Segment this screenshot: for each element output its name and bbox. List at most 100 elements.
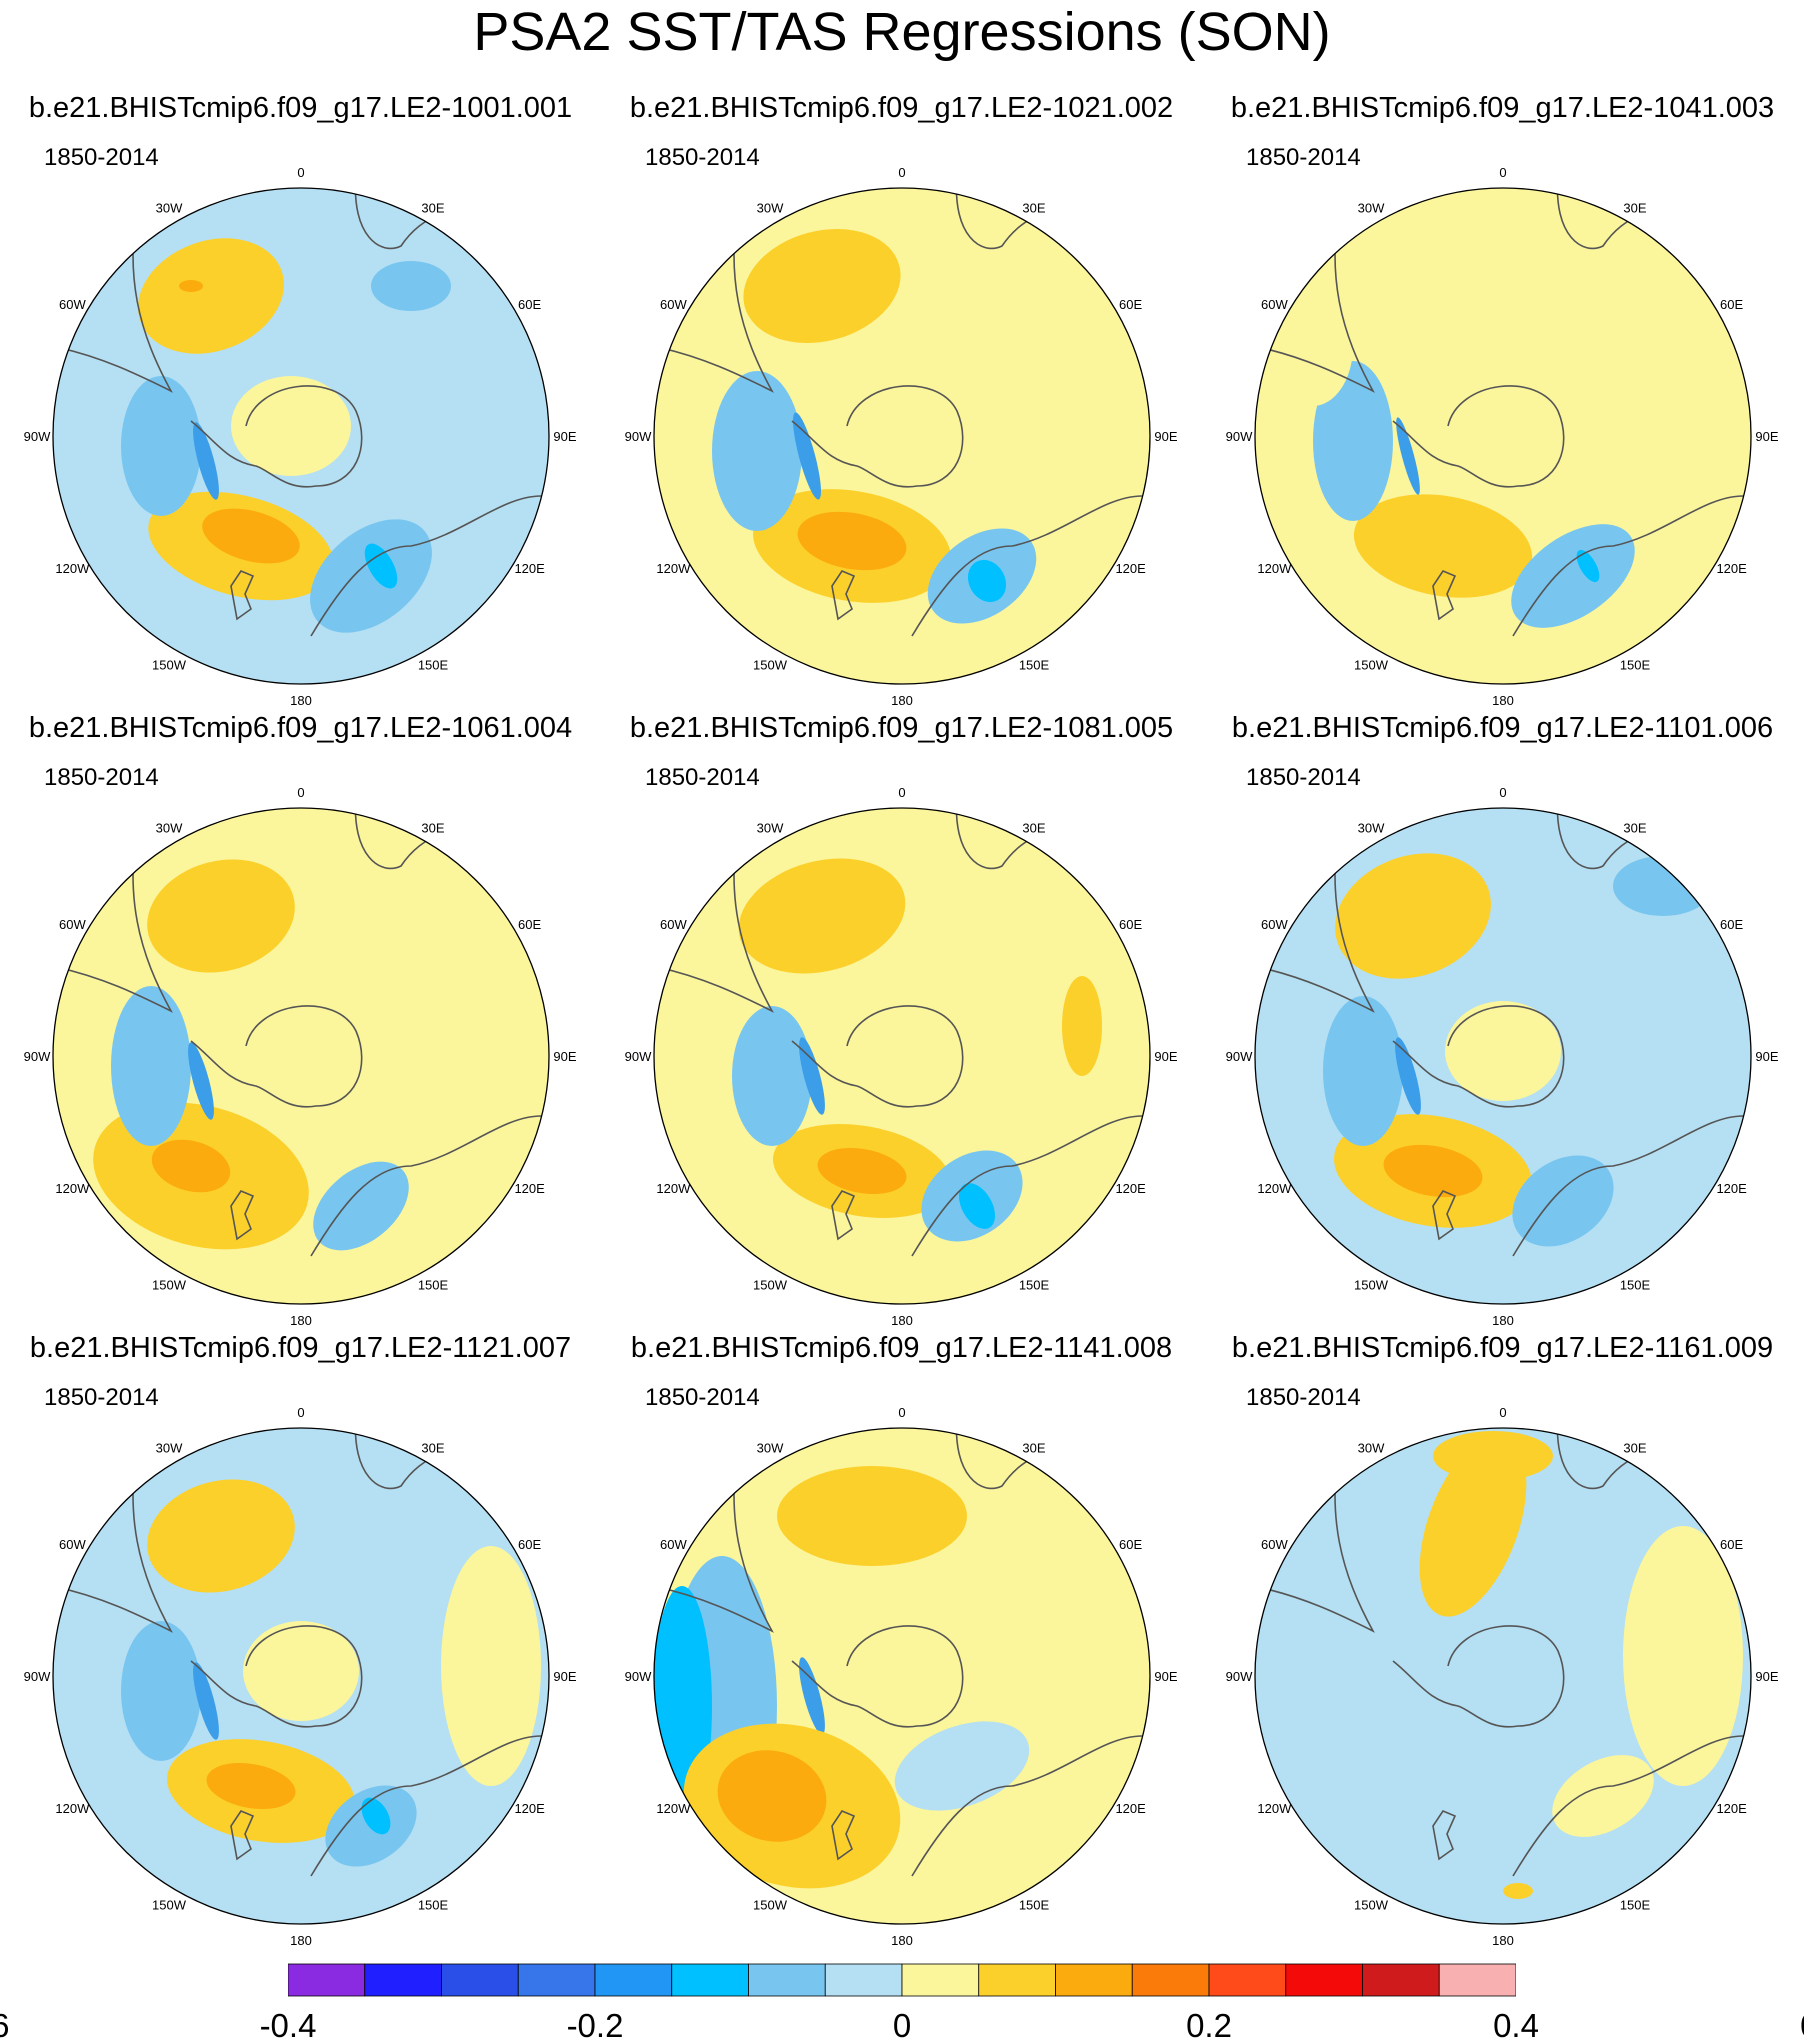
- longitude-label: 0: [1499, 1405, 1506, 1420]
- longitude-label: 150W: [152, 658, 187, 673]
- longitude-label: 90W: [24, 429, 51, 444]
- polar-map: 0 30E 60E 90E 120E 150E 180 150W 120W 90W 60W 30W: [625, 165, 1178, 708]
- panel-title: b.e21.BHISTcmip6.f09_g17.LE2-1121.007: [29, 1332, 572, 1364]
- antarctica-coastline: [791, 1005, 964, 1108]
- period-label: 1850-2014: [1246, 144, 1361, 171]
- south-america-coastline: [654, 188, 774, 393]
- anomaly-contour: [797, 511, 907, 571]
- anomaly-contour: [1512, 1155, 1614, 1247]
- longitude-label: 150W: [753, 658, 788, 673]
- anomaly-contour: [1335, 853, 1491, 979]
- longitude-label: 60E: [1720, 917, 1743, 932]
- longitude-label: 120E: [1115, 1801, 1146, 1816]
- figure-title: PSA2 SST/TAS Regressions (SON): [473, 2, 1331, 62]
- australia-coastline: [310, 495, 542, 637]
- anomaly-contour: [1323, 996, 1403, 1146]
- anomaly-contour: [1313, 361, 1393, 521]
- longitude-label: 30E: [421, 820, 444, 835]
- longitude-label: 30W: [156, 1440, 183, 1455]
- colorbar-swatch: [517, 1963, 596, 1997]
- longitude-label: 60E: [1119, 917, 1142, 932]
- anomaly-contour: [844, 1001, 960, 1101]
- colorbar-swatch: [824, 1963, 903, 1997]
- longitude-label: 90W: [1226, 1049, 1253, 1064]
- australia-coastline: [911, 1115, 1143, 1257]
- anomaly-contour: [371, 261, 451, 311]
- longitude-label: 30W: [156, 820, 183, 835]
- longitude-label: 60W: [59, 1537, 86, 1552]
- longitude-label: 60E: [1720, 297, 1743, 312]
- longitude-label: 60E: [1720, 1537, 1743, 1552]
- longitude-label: 60E: [1119, 297, 1142, 312]
- anomaly-contour: [738, 858, 906, 974]
- map-panel: b.e21.BHISTcmip6.f09_g17.LE2-1101.006 0 30…: [1202, 708, 1803, 1328]
- longitude-label: 0: [297, 785, 304, 800]
- anomaly-contour: [1062, 976, 1102, 1076]
- longitude-label: 0: [898, 165, 905, 180]
- longitude-label: 90E: [1154, 1669, 1177, 1684]
- map-panel: b.e21.BHISTcmip6.f09_g17.LE2-1061.004 0 30…: [0, 708, 601, 1328]
- longitude-label: 30W: [1358, 820, 1385, 835]
- longitude-label: 180: [1492, 1933, 1514, 1948]
- longitude-label: 180: [891, 1313, 913, 1328]
- new-zealand-coastline: [1432, 1810, 1457, 1861]
- new-zealand-coastline: [1432, 570, 1457, 621]
- longitude-label: 120W: [1257, 561, 1292, 576]
- colorbar-swatch: [1208, 1963, 1287, 1997]
- longitude-label: 180: [290, 1313, 312, 1328]
- longitude-label: 60W: [59, 917, 86, 932]
- polar-map: 0 30E 60E 90E 120E 150E 180 150W 120W 90W 60W 30W: [625, 785, 1178, 1328]
- longitude-label: 120W: [656, 1801, 691, 1816]
- anomaly-contour: [793, 412, 821, 500]
- longitude-label: 90W: [1226, 1669, 1253, 1684]
- longitude-label: 90E: [553, 1049, 576, 1064]
- longitude-label: 60W: [1261, 297, 1288, 312]
- longitude-label: 150E: [1620, 1898, 1651, 1913]
- antarctica-coastline: [1392, 1005, 1565, 1108]
- antarctica-coastline: [791, 1625, 964, 1728]
- longitude-label: 30W: [757, 820, 784, 835]
- colorbar-tick-label: -0.6: [0, 2007, 10, 2044]
- map-border: [653, 1427, 1151, 1925]
- period-label: 1850-2014: [645, 764, 760, 791]
- map-border: [1254, 807, 1752, 1305]
- anomaly-contour: [1383, 1144, 1483, 1198]
- map-panel: b.e21.BHISTcmip6.f09_g17.LE2-1041.003 0 30…: [1202, 88, 1803, 708]
- anomaly-contour: [1511, 524, 1635, 628]
- anomaly-contour: [188, 1042, 214, 1120]
- longitude-label: 120W: [55, 561, 90, 576]
- panel-title: b.e21.BHISTcmip6.f09_g17.LE2-1041.003: [1230, 92, 1775, 124]
- anomaly-contour: [844, 381, 960, 481]
- longitude-label: 150E: [418, 658, 449, 673]
- longitude-label: 30W: [1358, 200, 1385, 215]
- longitude-label: 90W: [1226, 429, 1253, 444]
- australia-coastline: [911, 495, 1143, 637]
- longitude-label: 60W: [660, 297, 687, 312]
- anomaly-contour: [1613, 376, 1693, 436]
- longitude-label: 60W: [59, 297, 86, 312]
- longitude-label: 150E: [1620, 658, 1651, 673]
- longitude-label: 120W: [55, 1801, 90, 1816]
- anomaly-contour: [1623, 1526, 1743, 1786]
- new-zealand-coastline: [230, 1190, 255, 1241]
- period-label: 1850-2014: [1246, 764, 1361, 791]
- polar-map: 0 30E 60E 90E 120E 150E 180 150W 120W 90W 60W 30W: [1226, 785, 1779, 1328]
- longitude-label: 0: [1499, 785, 1506, 800]
- anomaly-contour: [138, 238, 284, 354]
- anomaly-contour: [1433, 1431, 1553, 1481]
- period-label: 1850-2014: [44, 1384, 159, 1411]
- longitude-label: 120E: [1716, 1181, 1747, 1196]
- anomaly-contour: [1319, 1734, 1567, 1878]
- longitude-label: 30E: [1623, 820, 1646, 835]
- longitude-label: 30E: [1022, 1440, 1045, 1455]
- anomaly-contour: [1613, 856, 1713, 916]
- polar-map: 0 30E 60E 90E 120E 150E 180 150W 120W 90W 60W 30W: [625, 1405, 1178, 1948]
- antarctica-coastline: [791, 385, 964, 488]
- anomaly-contour: [844, 1621, 960, 1721]
- period-label: 1850-2014: [1246, 1384, 1361, 1411]
- map-border: [52, 1427, 550, 1925]
- longitude-label: 60W: [1261, 917, 1288, 932]
- map-border: [653, 807, 1151, 1305]
- anomaly-contour: [1273, 286, 1353, 406]
- anomaly-contour: [111, 986, 191, 1146]
